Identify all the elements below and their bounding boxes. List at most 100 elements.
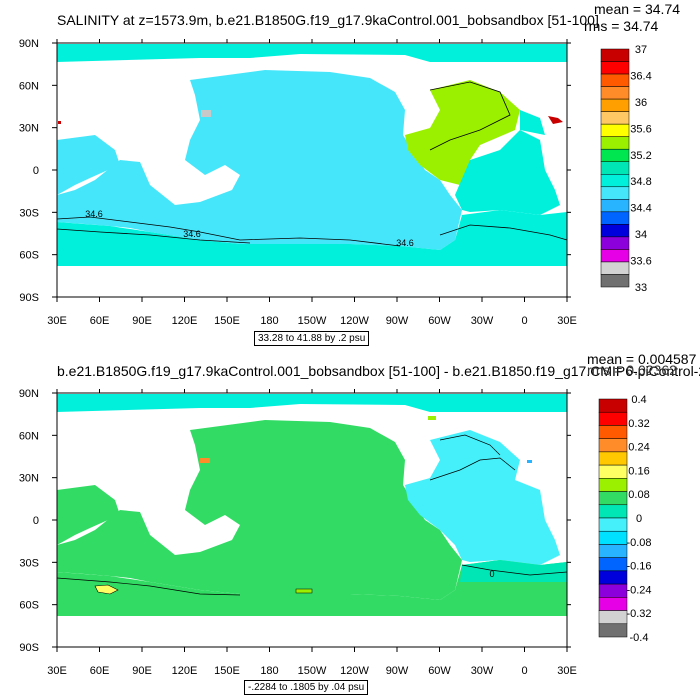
colorbar-swatch	[600, 236, 630, 250]
contour-line	[439, 224, 568, 241]
y-tick-label: 90N	[19, 38, 39, 50]
y-tick-label: 0	[33, 165, 39, 177]
colorbar-label: 37	[635, 44, 647, 56]
salinity-map: 34.6 34.6 34.6 30E 60E 90E 120E 150E 180 150W 120…	[19, 38, 652, 327]
x-tick-label: 30E	[47, 665, 67, 677]
contour-label: 34.6	[183, 229, 201, 239]
antarctica	[57, 616, 567, 647]
colorbar-label: 36	[635, 97, 647, 109]
atlantic	[405, 430, 560, 565]
colorbar-swatch	[600, 199, 630, 213]
x-tick-label: 30E	[47, 315, 67, 327]
colorbar-swatch	[598, 464, 628, 479]
colorbar-swatch	[598, 623, 628, 638]
colorbar-swatch	[600, 174, 630, 188]
colorbar-label: -0.08	[626, 537, 651, 549]
x-tick-label: 30W	[471, 315, 494, 327]
pacific-indian-ocean	[57, 70, 462, 250]
pacific-indian-ocean	[57, 420, 462, 600]
colorbar-swatch	[598, 530, 628, 545]
x-tick-label: 30E	[557, 315, 577, 327]
contour-line	[429, 457, 516, 481]
colorbar-label: 36.4	[630, 70, 651, 82]
colorbar-swatch	[598, 491, 628, 506]
colorbar-swatch	[598, 570, 628, 585]
antarctica	[57, 266, 567, 297]
anomaly-patch	[94, 584, 119, 595]
anomaly-patch	[200, 458, 210, 463]
x-tick-label: 150W	[298, 665, 327, 677]
axes: 30E 60E 90E 120E 150E 180 150W 120W 90W 60W 30W 0 30…	[19, 38, 577, 327]
contour-label: 34.6	[396, 238, 414, 248]
colorbar-swatch	[598, 544, 628, 558]
colorbar-label: 33.6	[630, 256, 651, 268]
contour-line	[429, 81, 511, 151]
colorbar-swatch	[598, 557, 628, 572]
difference-map: 0 30E 60E 90E 120E 150E 180 150W 120W 90W 60W 30W 0…	[19, 388, 652, 677]
x-tick-label: 120E	[172, 665, 198, 677]
x-tick-label: 120E	[172, 315, 198, 327]
colorbar-label: 34.4	[630, 203, 651, 215]
x-tick-label: 120W	[340, 665, 369, 677]
difference-panel: b.e21.B1850G.f19_g17.9kaControl.001_bobs…	[0, 350, 700, 700]
colorbar-swatch	[600, 249, 630, 263]
colorbar-swatch	[598, 517, 628, 532]
plot-title: SALINITY at z=1573.9m, b.e21.B1850G.f19_…	[57, 12, 599, 28]
colorbar-swatch	[598, 504, 628, 519]
colorbar-swatch	[598, 583, 628, 598]
colorbar-swatch	[600, 98, 630, 112]
axes: 30E 60E 90E 120E 150E 180 150W 120W 90W 60W 30W 0 30…	[19, 388, 577, 677]
map-area: 0	[56, 394, 568, 647]
colorbar-label: 0.4	[631, 394, 646, 406]
contour-line	[56, 216, 401, 247]
mean-label: mean = 34.74	[594, 1, 681, 17]
colorbar-label: -0.16	[626, 561, 651, 573]
colorbar: 37 36.4 36 35.6 35.2 34.8 34.4 34 33.6 33	[600, 44, 652, 294]
colorbar-label: -0.24	[626, 584, 651, 596]
colorbar-label: 35.2	[630, 150, 651, 162]
rms-label: rms = 34.74	[584, 18, 659, 34]
north-atlantic	[405, 80, 520, 185]
colorbar-swatch	[600, 186, 630, 200]
x-tick-label: 60E	[90, 665, 110, 677]
y-tick-label: 30S	[19, 207, 39, 219]
colorbar-swatch	[600, 136, 630, 150]
x-tick-label: 0	[521, 315, 527, 327]
x-tick-label: 90E	[132, 665, 152, 677]
y-tick-label: 0	[33, 515, 39, 527]
y-tick-label: 90N	[19, 388, 39, 400]
x-tick-label: 90W	[386, 315, 409, 327]
mediterranean-edge	[58, 121, 61, 124]
contour-label: 34.6	[85, 209, 103, 219]
colorbar-swatch	[600, 261, 630, 275]
mediterranean	[548, 116, 563, 124]
colorbar-label: 34	[635, 229, 647, 241]
contour-label: 0	[489, 569, 494, 579]
colorbar-label: 0.24	[628, 442, 649, 454]
southern-ocean	[57, 560, 567, 616]
x-tick-label: 150E	[214, 315, 240, 327]
anomaly-patch	[428, 416, 436, 420]
contour-range-label: 33.28 to 41.88 by .2 psu	[254, 331, 370, 346]
y-tick-label: 30N	[19, 123, 39, 135]
colorbar-swatch	[600, 48, 630, 62]
salinity-panel: SALINITY at z=1573.9m, b.e21.B1850G.f19_…	[19, 1, 681, 346]
anomaly-patch	[295, 588, 313, 594]
colorbar-label: 33	[635, 282, 647, 294]
rms-label: rms = 0.02362	[587, 362, 677, 378]
y-tick-label: 30S	[19, 557, 39, 569]
colorbar-label: 0.08	[628, 489, 649, 501]
colorbar-swatch	[600, 274, 630, 288]
y-tick-label: 60S	[19, 600, 39, 612]
x-tick-label: 30E	[557, 665, 577, 677]
x-tick-label: 120W	[340, 315, 369, 327]
south-atlantic-band	[460, 560, 567, 582]
colorbar-label: 34.8	[630, 176, 651, 188]
x-tick-label: 180	[260, 315, 278, 327]
colorbar-swatch	[600, 161, 630, 175]
east-atlantic	[520, 110, 545, 135]
x-tick-label: 0	[521, 665, 527, 677]
gray-patch	[201, 110, 211, 117]
y-tick-label: 60S	[19, 250, 39, 262]
colorbar-swatch	[600, 61, 630, 75]
